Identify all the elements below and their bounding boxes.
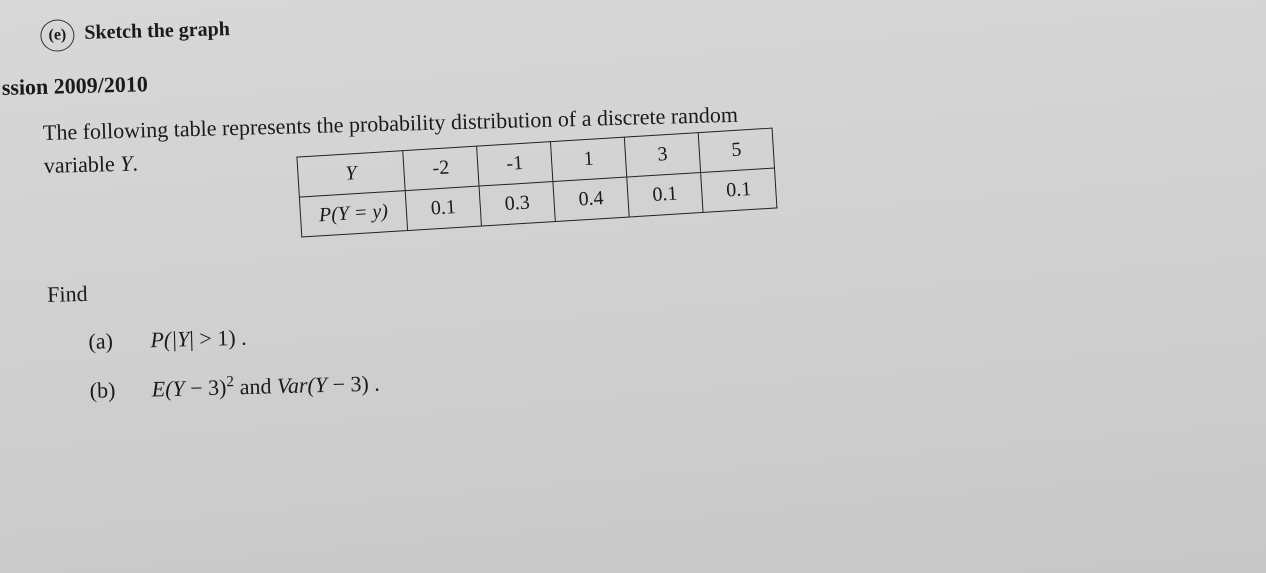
prob-cell: 0.3 [479, 182, 555, 226]
part-b: (b) E(Y − 3)2 and Var(Y − 3) . [89, 347, 1235, 404]
y-value-cell: 5 [698, 128, 774, 172]
y-value-cell: 1 [551, 137, 627, 181]
y-value-cell: -2 [403, 146, 479, 190]
prob-cell: 0.1 [701, 168, 777, 212]
part-a-label: (a) [88, 328, 125, 355]
top-cutoff-line: (e) Sketch the graph [40, 0, 1226, 52]
row-header-Y: Y [297, 151, 405, 197]
parts-list: (a) P(|Y| > 1) . (b) E(Y − 3)2 and Var(Y… [88, 299, 1236, 404]
E-open: E( [151, 376, 172, 402]
row-header-Y-text: Y [345, 162, 357, 185]
part-e-marker: (e) [40, 19, 75, 52]
y-value-cell: -1 [477, 142, 553, 186]
prob-close: | > 1) . [189, 325, 247, 351]
part-a-expression: P(|Y| > 1) . [150, 325, 247, 354]
prob-cell: 0.1 [405, 186, 481, 230]
part-a: (a) P(|Y| > 1) . [88, 299, 1234, 355]
Y-var-2: Y [314, 372, 327, 397]
Var-close: − 3) . [327, 371, 380, 397]
variable-Y: Y [120, 151, 133, 176]
sketch-cutoff-text: Sketch the graph [84, 18, 230, 45]
exam-page: (e) Sketch the graph ssion 2009/2010 The… [40, 0, 1236, 405]
row-header-prob: P(Y = y) [299, 191, 407, 237]
minus-3-close: − 3) [184, 375, 226, 401]
row-header-prob-text: P(Y = y) [318, 200, 388, 226]
find-label: Find [47, 251, 1233, 308]
Y-var-1: Y [172, 376, 185, 401]
variable-word: variable [43, 151, 114, 178]
prob-open: P(| [150, 327, 177, 353]
distribution-table: Y -2 -1 1 3 5 P(Y = y) 0.1 0.3 0.4 0.1 0… [297, 128, 778, 238]
part-b-expression: E(Y − 3)2 and Var(Y − 3) . [151, 369, 380, 402]
and-word: and [234, 373, 277, 399]
intro-line-2: variable Y. [43, 146, 138, 181]
prob-cell: 0.1 [627, 173, 703, 217]
prob-cell: 0.4 [553, 177, 629, 221]
Var-open: Var( [277, 372, 316, 398]
variable-punct: . [132, 150, 138, 175]
part-b-label: (b) [89, 377, 126, 404]
y-value-cell: 3 [624, 133, 700, 177]
abs-Y: Y [177, 326, 190, 351]
